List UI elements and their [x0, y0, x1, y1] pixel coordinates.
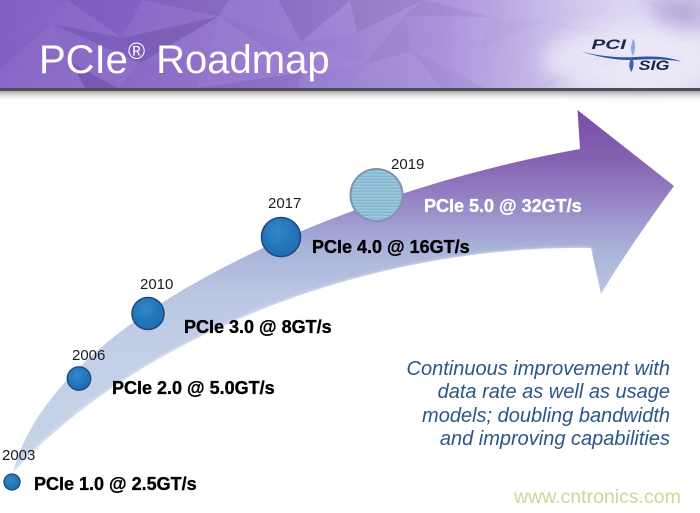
svg-text:PCI: PCI	[592, 37, 627, 52]
svg-text:SIG: SIG	[639, 58, 671, 73]
